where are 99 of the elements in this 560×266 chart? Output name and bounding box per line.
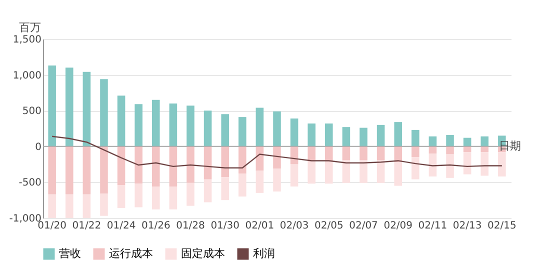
x-tick-label: 02/13: [452, 220, 482, 232]
x-tick-label: 02/01: [245, 220, 274, 232]
bar: [48, 194, 56, 218]
bar: [360, 160, 368, 183]
x-tick-label: 01/22: [72, 220, 102, 232]
legend-label: 运行成本: [109, 247, 153, 260]
bar: [325, 161, 333, 184]
legend-label: 固定成本: [181, 247, 225, 260]
bar: [134, 184, 142, 208]
bar: [308, 146, 316, 162]
bar: [480, 146, 489, 152]
bar: [238, 146, 246, 174]
y-tick-label: -500: [18, 178, 42, 189]
bar: [117, 146, 126, 186]
bar: [221, 177, 229, 200]
bar: [325, 123, 333, 146]
bar: [204, 146, 212, 180]
bar: [152, 146, 160, 186]
bar: [412, 146, 420, 158]
y-axis-title: 百万: [19, 21, 41, 34]
bar: [117, 185, 126, 208]
legend-label: 利润: [253, 247, 275, 260]
x-tick-label: 01/28: [176, 220, 205, 232]
legend-label: 营收: [59, 247, 81, 260]
bar: [186, 182, 194, 206]
bar: [394, 122, 402, 146]
bar: [204, 110, 212, 146]
bar: [169, 186, 178, 210]
bar: [480, 152, 489, 176]
bar: [65, 68, 74, 146]
bar: [428, 136, 437, 146]
bar: [376, 160, 385, 183]
y-tick-label: 1,500: [12, 34, 42, 46]
x-tick-label: 01/30: [210, 220, 240, 232]
x-tick-label: 02/15: [488, 220, 516, 232]
bar: [394, 146, 402, 162]
bar: [360, 146, 368, 160]
x-tick-label: 01/26: [141, 220, 170, 232]
bar: [238, 117, 246, 146]
bar: [169, 146, 178, 186]
bar: [152, 100, 160, 146]
bar: [412, 130, 420, 146]
bar: [82, 194, 91, 218]
y-tick-label: 500: [22, 106, 42, 118]
bar: [290, 118, 298, 146]
bar: [273, 168, 281, 192]
bar: [428, 154, 437, 176]
bar: [48, 146, 56, 194]
bar: [65, 146, 74, 194]
bar: [100, 79, 108, 146]
bar: [376, 146, 385, 160]
bar: [256, 170, 264, 193]
bar: [256, 108, 264, 146]
bar: [342, 127, 350, 146]
x-tick-label: 02/09: [384, 220, 413, 232]
bar: [412, 157, 420, 180]
bar: [342, 160, 350, 183]
bar: [498, 152, 506, 176]
bar: [134, 146, 142, 184]
bar: [169, 103, 178, 146]
bar: [238, 174, 246, 197]
x-tick-label: 02/03: [280, 220, 309, 232]
bar: [82, 146, 91, 194]
y-tick-label: 1,000: [12, 70, 42, 82]
bar: [376, 124, 385, 146]
bar: [65, 194, 74, 218]
bar: [394, 162, 402, 186]
bar: [221, 146, 229, 178]
bar: [463, 152, 472, 174]
bar: [186, 146, 194, 183]
x-tick-label: 01/24: [106, 220, 136, 232]
bar: [290, 164, 298, 186]
x-axis-title: 日期: [499, 139, 521, 152]
x-tick-label: 02/11: [418, 220, 448, 232]
bar: [117, 96, 126, 146]
bar: [100, 194, 108, 216]
bar: [273, 146, 281, 169]
bar: [360, 128, 368, 146]
bar: [100, 146, 108, 194]
bar: [463, 138, 472, 146]
x-tick-label: 02/05: [314, 220, 344, 232]
bar: [134, 104, 142, 146]
bar: [308, 161, 316, 184]
bar: [204, 179, 212, 202]
x-tick-label: 02/07: [349, 220, 378, 232]
bar: [342, 146, 350, 160]
bar: [325, 146, 333, 162]
bar: [446, 154, 454, 178]
bar: [152, 186, 160, 210]
bar: [221, 114, 229, 146]
bar: [82, 72, 91, 146]
bar: [273, 111, 281, 146]
y-tick-label: 0: [35, 142, 42, 153]
bar: [186, 106, 194, 146]
bar: [480, 136, 489, 146]
bar: [446, 134, 454, 146]
bar: [308, 123, 316, 146]
bar: [446, 146, 454, 154]
bar: [48, 65, 56, 146]
